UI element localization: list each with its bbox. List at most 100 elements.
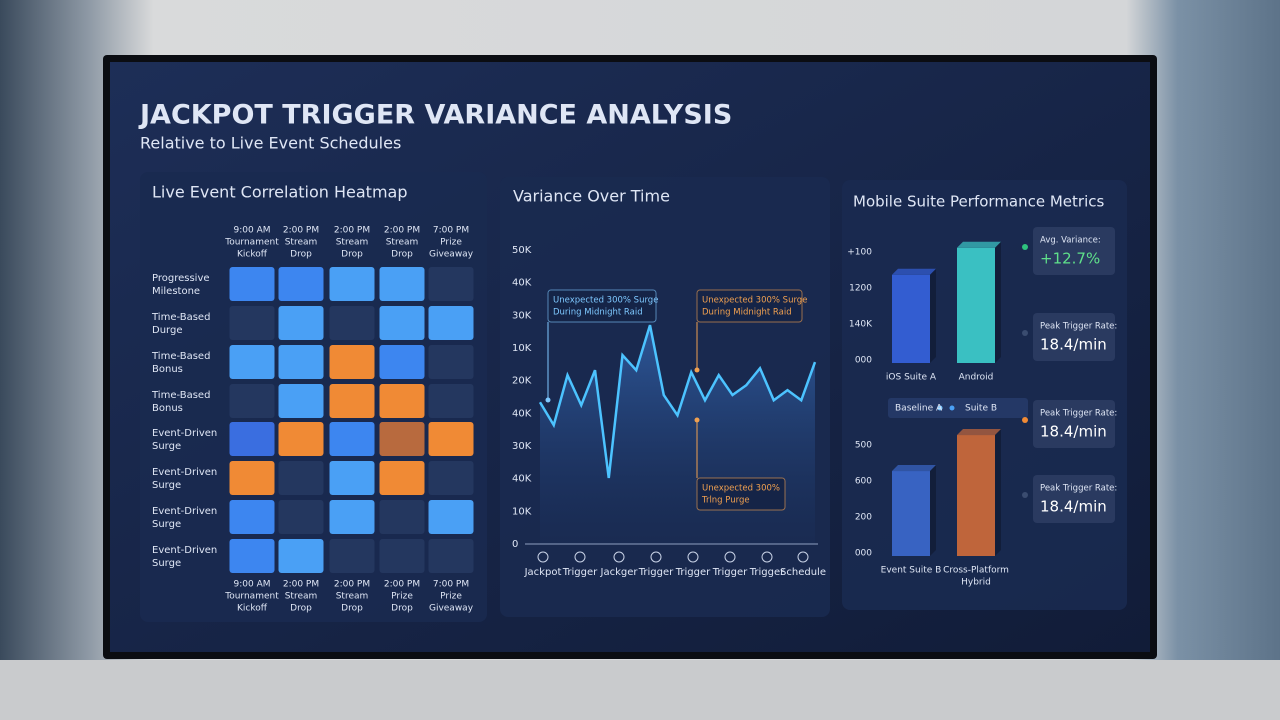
y-tick-label: 000 bbox=[855, 549, 872, 559]
heatmap-cell bbox=[428, 345, 474, 379]
row-label: Bonus bbox=[152, 364, 183, 375]
card-dot bbox=[1022, 417, 1028, 423]
x-icon bbox=[650, 551, 662, 563]
row-label: Event-Driven bbox=[152, 428, 217, 439]
column-label: 2:00 PM bbox=[384, 226, 420, 236]
metric-card bbox=[1033, 313, 1115, 361]
heatmap-cell bbox=[329, 539, 375, 573]
bar-top bbox=[957, 429, 1001, 436]
y-tick-label: 10K bbox=[512, 506, 532, 517]
heatmap-cell bbox=[278, 267, 324, 301]
heatmap-cell bbox=[278, 345, 324, 379]
column-label: 2:00 PM bbox=[283, 580, 319, 590]
row-label: Event-Driven bbox=[152, 506, 217, 517]
y-tick-label: 30K bbox=[512, 441, 532, 452]
annotation-text: Unexpected 300% bbox=[702, 484, 780, 494]
bar-side bbox=[995, 429, 1001, 556]
heatmap-cell bbox=[329, 461, 375, 495]
column-label: Stream bbox=[336, 238, 369, 248]
heatmap-cell bbox=[379, 461, 425, 495]
column-label: 2:00 PM bbox=[334, 580, 370, 590]
heatmap-cell bbox=[329, 306, 375, 340]
y-tick-label: 000 bbox=[855, 356, 872, 366]
heatmap-cell bbox=[379, 539, 425, 573]
column-label: Prize bbox=[391, 592, 413, 602]
line-title: Variance Over Time bbox=[513, 187, 670, 206]
heatmap-cell bbox=[329, 267, 375, 301]
metric-value: 18.4/min bbox=[1040, 336, 1107, 354]
heatmap-title: Live Event Correlation Heatmap bbox=[152, 183, 408, 202]
heatmap-cell bbox=[428, 384, 474, 418]
dashboard-title: JACKPOT TRIGGER VARIANCE ANALYSIS bbox=[138, 100, 732, 131]
metric-card bbox=[1033, 400, 1115, 448]
bar bbox=[892, 274, 930, 363]
x-tick-label: Jackger bbox=[600, 567, 639, 578]
row-label: Surge bbox=[152, 519, 181, 530]
column-label: Giveaway bbox=[429, 604, 474, 614]
column-label: 2:00 PM bbox=[283, 226, 319, 236]
heatmap-cell bbox=[278, 461, 324, 495]
column-label: Tournament bbox=[224, 592, 279, 602]
heatmap-cell bbox=[329, 500, 375, 534]
annotation-box bbox=[547, 289, 657, 323]
x-icon bbox=[537, 551, 549, 563]
x-tick-label: Jackpot bbox=[524, 567, 562, 578]
x-tick-label: Cross-Platform bbox=[943, 566, 1009, 576]
x-tick-label: Trigger bbox=[562, 567, 598, 578]
annotation-box bbox=[696, 477, 786, 511]
x-icon bbox=[574, 551, 586, 563]
heatmap-cell bbox=[229, 267, 275, 301]
annotation-box bbox=[696, 289, 803, 323]
annotation-text: During Midnight Raid bbox=[553, 308, 643, 318]
column-label: 7:00 PM bbox=[433, 580, 469, 590]
column-label: Drop bbox=[341, 604, 363, 614]
bar bbox=[957, 247, 995, 363]
heatmap-cell bbox=[379, 345, 425, 379]
bar bbox=[892, 471, 930, 556]
heatmap-cell bbox=[278, 306, 324, 340]
x-tick-label: Schedule bbox=[780, 567, 826, 578]
column-label: 2:00 PM bbox=[334, 226, 370, 236]
row-label: Event-Driven bbox=[152, 545, 217, 556]
column-label: Drop bbox=[290, 250, 312, 260]
bar-side bbox=[995, 241, 1001, 363]
column-label: Drop bbox=[341, 250, 363, 260]
annotation-text: Unexpected 300% Surge bbox=[553, 296, 658, 306]
heatmap-cell bbox=[278, 384, 324, 418]
heatmap-cell bbox=[229, 539, 275, 573]
y-tick-label: 140K bbox=[849, 320, 873, 330]
heatmap-cell bbox=[278, 539, 324, 573]
annotation-dot bbox=[545, 397, 551, 403]
column-label: Kickoff bbox=[237, 250, 268, 260]
row-label: Time-Based bbox=[151, 351, 210, 362]
bar-top bbox=[957, 241, 1001, 248]
legend-box bbox=[888, 398, 1028, 418]
metric-label: Peak Trigger Rate: bbox=[1040, 409, 1117, 419]
annotation-text: During Midnight Raid bbox=[702, 308, 792, 318]
heatmap-cell bbox=[229, 422, 275, 456]
legend-label: Baseline A bbox=[895, 404, 943, 414]
x-icon bbox=[761, 551, 773, 563]
metric-card bbox=[1033, 227, 1115, 275]
heatmap-cell bbox=[229, 345, 275, 379]
y-tick-label: 1200 bbox=[849, 284, 872, 294]
column-label: 2:00 PM bbox=[384, 580, 420, 590]
x-tick-label: iOS Suite A bbox=[886, 373, 937, 383]
line-series bbox=[538, 324, 817, 479]
metric-label: Peak Trigger Rate: bbox=[1040, 322, 1117, 332]
metrics-title: Mobile Suite Performance Metrics bbox=[853, 193, 1105, 211]
metric-value: 18.4/min bbox=[1040, 498, 1107, 516]
heatmap-cell bbox=[428, 306, 474, 340]
column-label: Drop bbox=[391, 250, 413, 260]
column-label: Prize bbox=[440, 238, 462, 248]
y-tick-label: 10K bbox=[512, 343, 532, 354]
y-tick-label: 600 bbox=[855, 477, 872, 487]
card-dot bbox=[1022, 244, 1028, 250]
annotation-text: Trlng Purge bbox=[701, 496, 750, 506]
bar-side bbox=[930, 268, 936, 363]
column-label: Tournament bbox=[224, 238, 279, 248]
heatmap-cell bbox=[329, 422, 375, 456]
x-tick-label: Trigger bbox=[675, 567, 711, 578]
metric-value: +12.7% bbox=[1040, 250, 1100, 268]
